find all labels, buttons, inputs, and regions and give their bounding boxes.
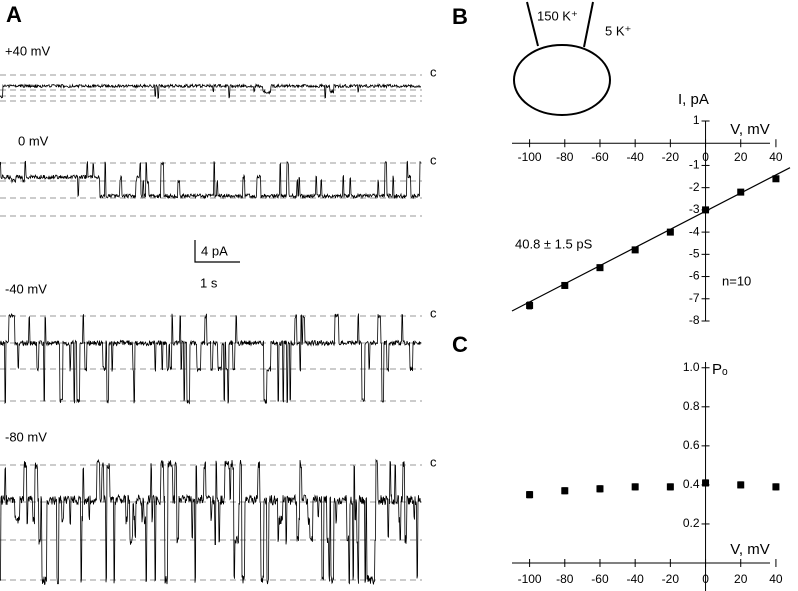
data-point: [631, 246, 639, 254]
data-point: [772, 175, 780, 183]
y-tick-label: 1.0: [683, 360, 700, 374]
data-point: [526, 491, 534, 499]
y-tick-label: 0.8: [683, 399, 700, 413]
y-tick-label: -4: [689, 224, 700, 238]
traces: [0, 82, 421, 585]
state-label: c: [430, 454, 437, 469]
conductance-annotation: 40.8 ± 1.5 pS: [515, 236, 593, 251]
x-tick-label: -80: [556, 572, 574, 586]
y-axis-label: I, pA: [678, 91, 709, 108]
x-axis-label: V, mV: [730, 121, 769, 138]
data-point: [772, 483, 780, 491]
scale-bar: [194, 240, 240, 263]
y-tick-label: 0.6: [683, 438, 700, 452]
state-label: c: [430, 152, 437, 167]
x-tick-label: -40: [626, 572, 644, 586]
trace-label: 0 mV: [18, 133, 49, 148]
x-axis-label: V, mV: [730, 541, 769, 558]
data-point: [596, 264, 604, 272]
current-trace: [0, 160, 421, 200]
state-label: c: [430, 64, 437, 79]
n-annotation: n=10: [722, 273, 751, 288]
bath-label: 5 K⁺: [605, 23, 631, 38]
data-point: [702, 206, 710, 214]
x-tick-label: 0: [702, 572, 709, 586]
scale-label: 4 pA: [201, 243, 228, 258]
x-tick-label: -20: [662, 572, 680, 586]
y-axis-label: Pₒ: [712, 361, 728, 378]
x-tick-label: -60: [591, 150, 609, 164]
data-point: [526, 301, 534, 309]
x-tick-label: -40: [626, 150, 644, 164]
y-tick-label: -8: [689, 313, 700, 327]
x-tick-label: 40: [769, 572, 783, 586]
x-tick-label: 40: [769, 150, 783, 164]
x-tick-label: 20: [734, 150, 748, 164]
x-tick-label: -80: [556, 150, 574, 164]
y-tick-label: -6: [689, 269, 700, 283]
data-point: [561, 281, 569, 289]
y-tick-label: -2: [689, 180, 700, 194]
trace-label: -80 mV: [5, 429, 47, 444]
y-tick-label: 0.4: [683, 477, 700, 491]
x-tick-label: 20: [734, 572, 748, 586]
y-tick-label: 1: [693, 113, 700, 127]
data-point: [737, 188, 745, 196]
y-tick-label: -3: [689, 202, 700, 216]
current-trace: [0, 458, 421, 585]
x-tick-label: -60: [591, 572, 609, 586]
panel-letter: B: [452, 4, 468, 29]
current-trace: [0, 82, 421, 100]
panel-letter: A: [6, 2, 22, 27]
y-tick-label: -7: [689, 291, 700, 305]
x-tick-label: 0: [702, 150, 709, 164]
trace-label: -40 mV: [5, 281, 47, 296]
current-trace: [0, 313, 421, 405]
data-point: [561, 487, 569, 495]
data-point: [631, 483, 639, 491]
y-tick-label: -5: [689, 247, 700, 261]
data-point: [596, 485, 604, 493]
scale-label: 1 s: [200, 275, 218, 290]
pipette-label: 150 K⁺: [537, 8, 578, 23]
x-tick-label: -20: [662, 150, 680, 164]
trace-label: +40 mV: [5, 43, 50, 58]
x-tick-label: -100: [518, 572, 542, 586]
pipette-diagram: [513, 1, 611, 116]
x-tick-label: -100: [518, 150, 542, 164]
y-tick-label: 0.2: [683, 516, 700, 530]
data-point: [666, 228, 674, 236]
data-point: [666, 483, 674, 491]
panel-letter: C: [452, 332, 468, 357]
data-point: [702, 479, 710, 487]
data-point: [737, 481, 745, 489]
y-tick-label: -1: [689, 158, 700, 172]
state-label: c: [430, 305, 437, 320]
